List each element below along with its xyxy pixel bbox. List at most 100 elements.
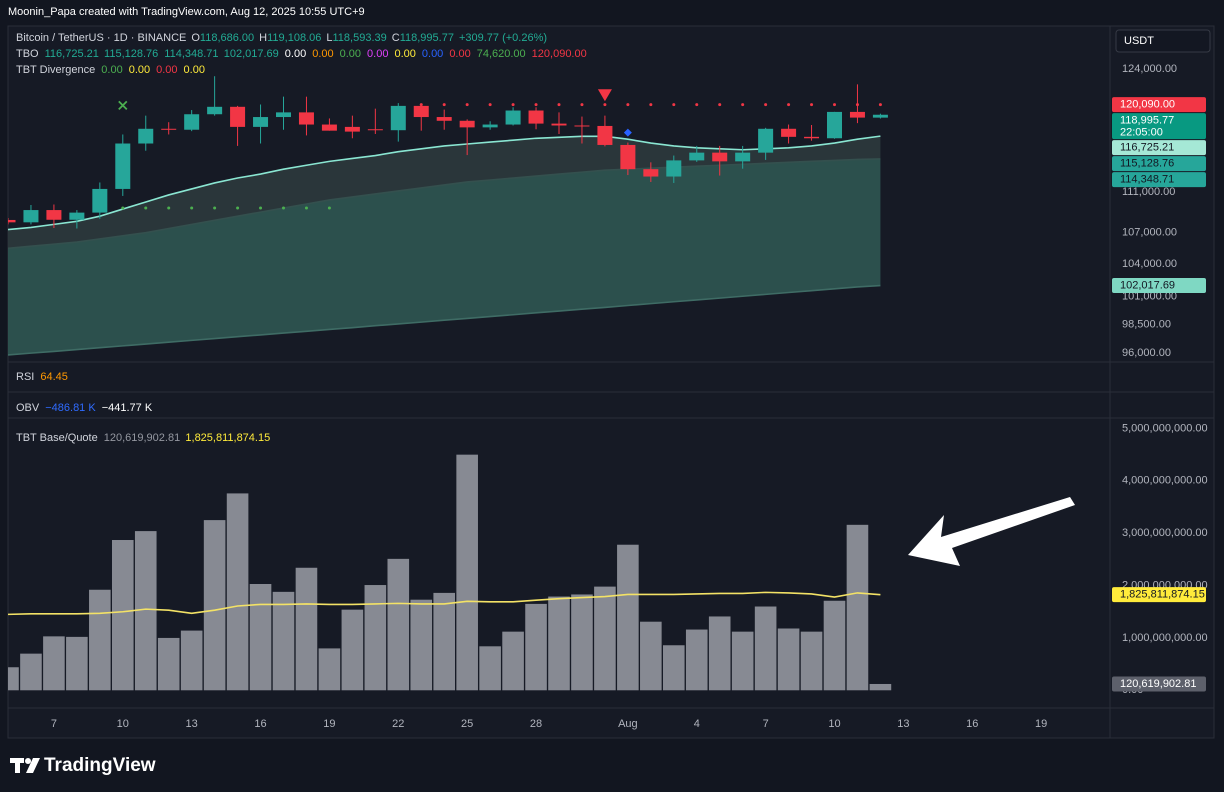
y-tick-label: 124,000.00 <box>1122 63 1177 75</box>
candle-body <box>689 152 705 161</box>
level-dot <box>488 103 492 107</box>
y-tick-label: 104,000.00 <box>1122 258 1177 270</box>
level-dot <box>672 103 676 107</box>
bar <box>640 621 662 691</box>
price-label: 1,825,811,874.15 <box>1120 589 1205 601</box>
level-dot <box>327 206 331 210</box>
bar <box>731 631 754 691</box>
level-dot <box>718 103 722 107</box>
price-label: 116,725.21 <box>1120 141 1174 153</box>
price-label-box <box>1112 172 1206 188</box>
level-dot <box>190 206 194 210</box>
bar <box>134 531 157 691</box>
bar <box>249 583 272 691</box>
level-dot <box>534 103 538 107</box>
bar <box>662 645 685 691</box>
level-dot <box>833 103 836 107</box>
x-tick-label: 10 <box>117 718 129 730</box>
bar <box>318 648 341 691</box>
candle-body <box>482 124 498 128</box>
candle-body <box>46 210 62 220</box>
legend-label: TBT Base/Quote <box>16 432 98 444</box>
level-dot <box>557 103 561 107</box>
legend-row: TBT Divergence 0.00 0.00 0.00 0.00 <box>16 64 205 76</box>
chart-title: Bitcoin / TetherUS · 1D · BINANCE <box>16 32 186 44</box>
level-dot <box>695 103 699 107</box>
legend-value: 120,619,902.81 <box>104 432 180 444</box>
bar <box>617 544 639 691</box>
price-label-box <box>1112 97 1206 113</box>
bar <box>800 631 823 691</box>
x-tick-label: Aug <box>618 718 638 730</box>
ohlc-key: O <box>191 32 200 44</box>
x-tick-label: 28 <box>530 718 542 730</box>
candle-body <box>184 114 200 130</box>
legend-value: 74,620.00 <box>477 48 526 60</box>
bar <box>341 609 364 691</box>
level-dot <box>167 206 171 210</box>
level-dot <box>603 103 607 107</box>
candle-body <box>712 152 728 162</box>
ohlc-value: 118,686.00 <box>200 32 254 44</box>
header: Moonin_Papa created with TradingView.com… <box>8 6 365 18</box>
y-tick-label: 3,000,000,000.00 <box>1122 527 1208 539</box>
bar <box>203 520 226 691</box>
candle-body <box>253 117 269 127</box>
bar <box>525 603 547 691</box>
marker <box>597 89 612 102</box>
bar <box>823 600 846 691</box>
candle-body <box>436 117 452 121</box>
candle-body <box>872 114 888 118</box>
candle-body <box>115 143 131 189</box>
price-label-box <box>1112 140 1206 156</box>
legend-value: 0.00 <box>285 48 306 60</box>
price-label-box <box>1112 113 1206 140</box>
level-dot <box>787 103 791 107</box>
legend-label: OBV <box>16 402 40 414</box>
y-tick-label: 5,000,000,000.00 <box>1122 422 1208 434</box>
bar <box>456 454 478 691</box>
ohlc-value: 118,593.39 <box>333 32 387 44</box>
level-dot <box>442 103 446 107</box>
legend-row: TBT Base/Quote 120,619,902.81 1,825,811,87… <box>16 432 270 444</box>
legend-row: OBV −486.81 K −441.77 K <box>16 402 153 414</box>
legend-value: 115,128.76 <box>104 48 158 60</box>
bar <box>685 629 708 691</box>
level-dot <box>810 103 814 107</box>
candle-body <box>528 110 544 124</box>
candle-body <box>23 210 39 223</box>
line <box>8 284 881 356</box>
price-label: 120,090.00 <box>1120 98 1175 110</box>
marker <box>623 128 632 137</box>
legend-row: Bitcoin / TetherUS · 1D · BINANCE O118,68… <box>16 32 547 44</box>
change: +309.77 (+0.26%) <box>459 32 547 44</box>
bar <box>8 667 19 691</box>
y-tick-label: 98,500.00 <box>1122 318 1171 330</box>
bar <box>295 567 318 691</box>
level-dot <box>213 206 217 210</box>
legend-label: RSI <box>16 371 34 383</box>
candle-body <box>620 144 636 170</box>
x-tick-label: 16 <box>254 718 266 730</box>
x-tick-label: 25 <box>461 718 473 730</box>
bar <box>111 540 134 691</box>
legend-value: 0.00 <box>449 48 470 60</box>
level-dot <box>465 103 469 107</box>
candle-body <box>298 112 314 125</box>
bar <box>387 558 410 691</box>
price-label-box <box>1112 156 1206 172</box>
legend-value: 0.00 <box>312 48 333 60</box>
bar <box>43 636 65 691</box>
legend-value: 114,348.71 <box>164 48 218 60</box>
logo-part <box>26 758 40 773</box>
ohlc-key: H <box>259 32 267 44</box>
candle-body <box>230 106 246 127</box>
bar <box>226 493 249 691</box>
candle-body <box>344 126 360 132</box>
legend-label: TBO <box>16 48 39 60</box>
volume-pane <box>8 454 892 691</box>
x-tick-label: 22 <box>392 718 404 730</box>
line <box>8 591 881 616</box>
legend-value: 0.00 <box>367 48 388 60</box>
legend-value: 0.00 <box>340 48 361 60</box>
